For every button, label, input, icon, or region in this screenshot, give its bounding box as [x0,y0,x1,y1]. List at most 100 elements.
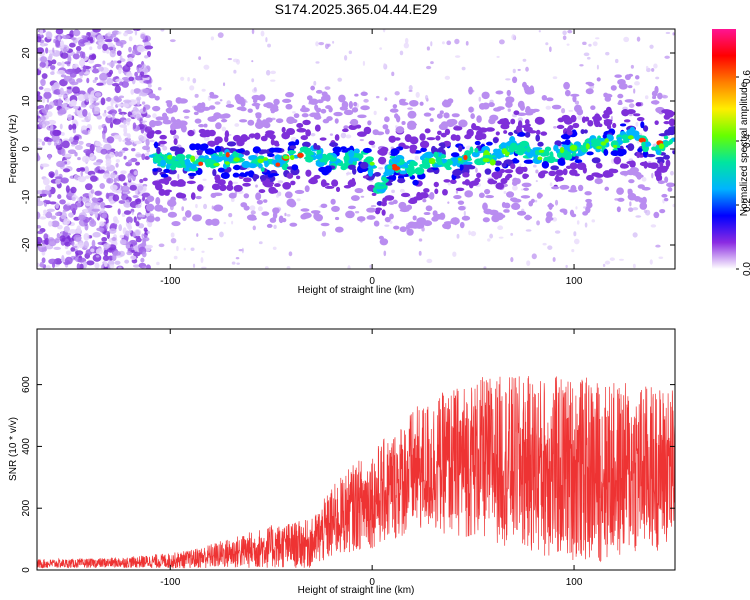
spectrogram-ridge-blob [399,208,410,213]
spectrogram-noise-blob [37,36,42,43]
spectrogram-noise-blob [64,256,73,265]
spectrogram-ridge-blob [324,165,332,174]
spectrogram-peak-blob [369,161,375,166]
spectrogram-ridge-blob [382,178,389,182]
spectrogram-faint-blob [46,111,53,118]
spectrogram-noise-blob [55,143,63,151]
spectrogram-ridge-blob [247,108,253,113]
spectrogram-noise-blob [133,140,142,145]
spectrogram-peak-blob [205,161,211,168]
spectrogram-faint-blob [78,135,83,140]
spectrogram-faint-blob [633,88,636,94]
spectrogram-ridge-blob [390,148,400,155]
spectrogram-noise-blob [61,148,66,157]
spectrogram-ridge-blob [357,114,367,119]
spectrogram-ridge-blob [171,220,181,227]
spectrogram-ridge-blob [317,153,323,160]
spectrogram-ridge-blob [556,124,565,130]
spectrogram-faint-blob [446,40,452,46]
spectrogram-ridge-blob [470,113,475,120]
spectrogram-faint-blob [452,251,457,257]
spectrogram-noise-blob [119,239,127,245]
spectrogram-faint-blob [363,98,369,103]
spectrogram-faint-blob [522,58,527,62]
spectrogram-noise-blob [49,201,57,205]
spectrogram-noise-blob [143,79,152,84]
spectrogram-ridge-blob [469,146,474,154]
spectrogram-ridge-blob [416,217,427,225]
spectrogram-ridge-blob [167,211,178,218]
spectrogram-faint-blob [203,64,210,70]
spectrogram-noise-blob [45,47,49,54]
spectrogram-ridge-blob [569,162,578,170]
spectrogram-ridge-blob [555,169,564,176]
spectrogram-faint-blob [134,29,138,36]
spectrogram-ridge-blob [394,137,401,141]
spectrogram-ridge-blob [661,165,669,172]
spectrogram-faint-blob [99,166,102,171]
spectrogram-faint-blob [234,123,240,127]
spectrogram-ridge-blob [314,124,321,132]
spectrogram-noise-blob [105,158,112,165]
spectrogram-ridge-blob [367,120,372,126]
spectrogram-ridge-blob [299,146,310,153]
spectrogram-faint-blob [497,225,504,231]
spectrogram-ridge-blob [256,199,264,205]
spectrogram-faint-blob [104,109,107,114]
spectrogram-faint-blob [288,251,293,257]
spectrogram-ridge-blob [585,198,592,203]
spectrogram-noise-blob [125,71,133,78]
spectrogram-faint-blob [511,34,516,40]
spectrogram-ridge-blob [360,161,369,170]
spectrogram-ridge-blob [440,132,447,138]
spectrogram-faint-blob [629,201,632,207]
spectrogram-noise-blob [134,75,143,81]
spectrogram-faint-blob [444,75,451,80]
spectrogram-ridge-blob [435,135,441,141]
spectrogram-peak-blob [306,147,312,154]
spectrogram-noise-blob [70,247,76,252]
spectrogram-ridge-blob [163,168,171,173]
spectrogram-faint-blob [588,43,592,47]
spectrogram-noise-blob [47,138,54,143]
spectrogram-faint-blob [69,136,74,143]
spectrogram-faint-blob [217,32,224,38]
spectrogram-ridge-blob [458,205,466,211]
spectrogram-noise-blob [147,221,153,228]
spectrogram-y-ticks: -20 -10 0 10 20 [21,47,675,252]
spectrogram-faint-blob [665,31,671,35]
spectrogram-ridge-blob [296,175,301,180]
spectrogram-ridge-blob [423,112,432,117]
spectrogram-ridge-blob [439,110,444,115]
spectrogram-faint-blob [379,47,383,50]
spectrogram-faint-blob [118,95,125,99]
spectrogram-ridge-blob [261,211,270,216]
spectrogram-ridge-blob [286,128,296,135]
spectrogram-ridge-blob [408,171,413,177]
spectrogram-ridge-blob [541,94,548,101]
spectrogram-noise-blob [48,171,55,178]
spectrogram-ridge-blob [468,106,474,113]
spectrogram-noise-blob [142,177,148,182]
spectrogram-faint-blob [418,250,422,256]
spectrogram-ridge-blob [263,199,268,203]
spectrogram-ridge-blob [624,99,635,103]
spectrogram-ridge-blob [584,191,592,196]
spectrogram-faint-blob [207,237,214,240]
spectrogram-noise-blob [123,32,128,37]
spectrogram-ridge-blob [384,195,395,201]
spectrogram-noise-blob [80,167,86,172]
spectrogram-faint-blob [250,210,256,215]
spectrogram-noise-blob [134,71,138,77]
spectrogram-ridge-blob [362,147,372,154]
spectrogram-ridge-blob [189,143,197,151]
spectrogram-ridge-blob [546,211,553,219]
spectrogram-noise-blob [67,55,72,64]
spectrogram-ridge-blob [347,205,356,210]
spectrogram-noise-blob [39,216,47,220]
spectrogram-faint-blob [72,128,76,134]
spectrogram-faint-blob [461,66,466,71]
spectrogram-ridge-blob [193,111,199,116]
spectrogram-faint-blob [140,33,146,40]
spectrogram-faint-blob [157,86,162,91]
